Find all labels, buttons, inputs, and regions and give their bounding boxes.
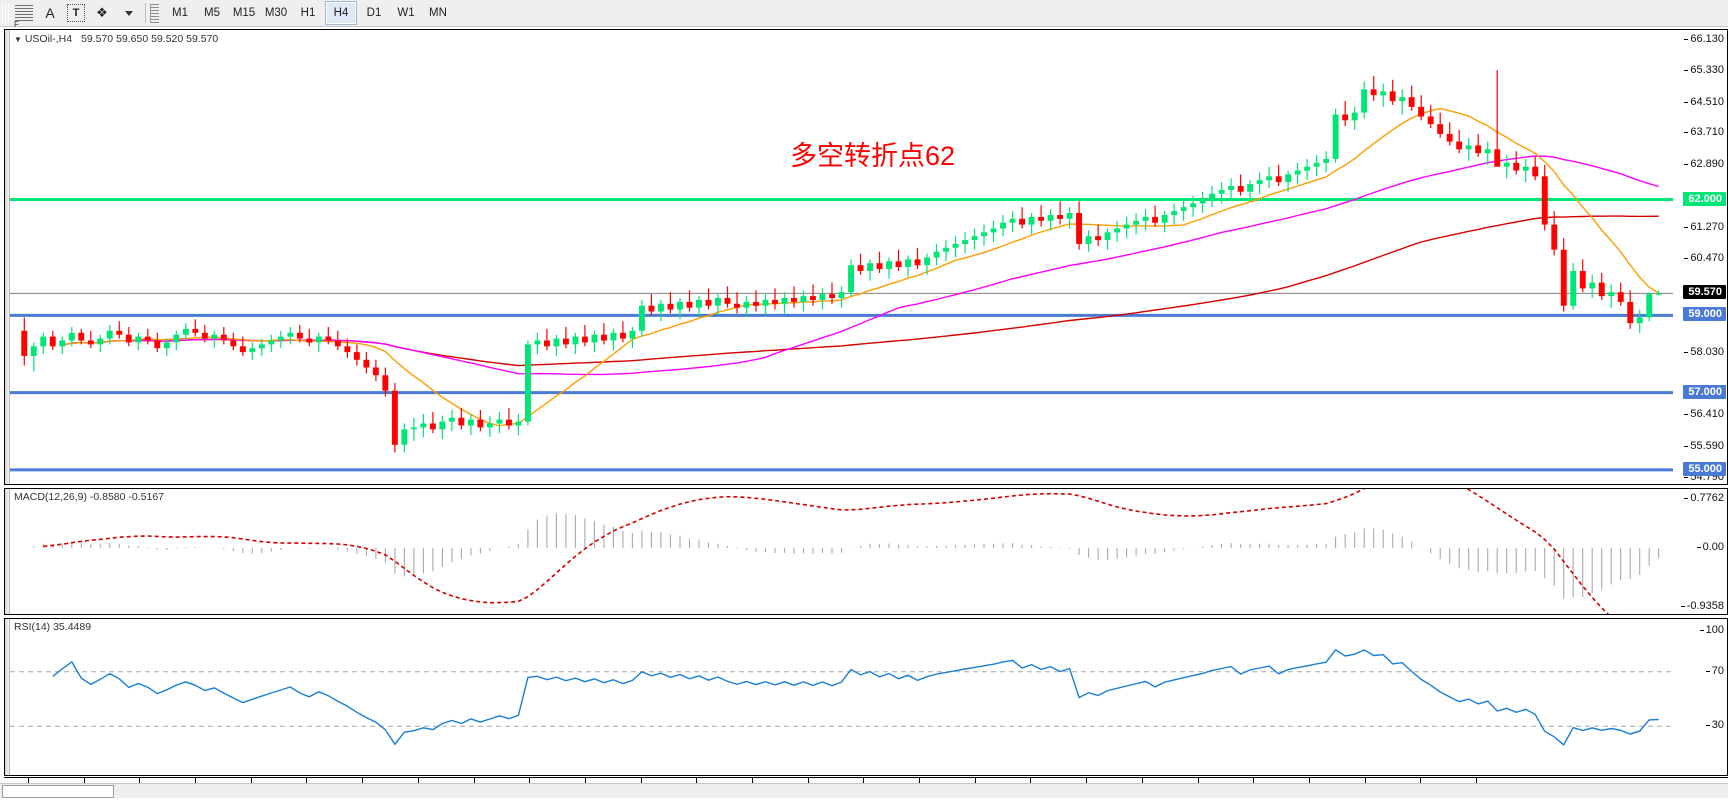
timeframe-w1[interactable]: W1: [391, 2, 421, 24]
text-box-icon[interactable]: T: [63, 2, 89, 24]
timeframe-m15[interactable]: M15: [229, 2, 259, 24]
rsi-scale: 100 70 30: [1668, 618, 1728, 776]
price-tag[interactable]: 59.570: [1683, 285, 1726, 299]
chevron-down-icon[interactable]: [115, 2, 141, 24]
macd-label: MACD(12,26,9) -0.8580 -0.5167: [12, 491, 166, 503]
rsi-label: RSI(14) 35.4489: [12, 621, 93, 633]
price-tick: 65.330: [1690, 64, 1724, 76]
macd-plot: [5, 489, 1673, 614]
price-tick: 63.710: [1690, 126, 1724, 138]
collapse-icon[interactable]: ▼: [14, 35, 22, 44]
price-tick: 56.410: [1690, 408, 1724, 420]
timeframe-h4[interactable]: H4: [325, 1, 357, 25]
timeframe-m30[interactable]: M30: [261, 2, 291, 24]
symbol-header: ▼ USOil-,H4 59.570 59.650 59.520 59.570: [12, 33, 220, 45]
price-tick: 58.030: [1690, 346, 1724, 358]
timeframe-mn[interactable]: MN: [423, 2, 453, 24]
timeframe-h1[interactable]: H1: [293, 2, 323, 24]
macd-tick: -0.9358: [1687, 600, 1724, 612]
status-bar: [0, 783, 1728, 798]
price-tick: 55.590: [1690, 440, 1724, 452]
rsi-plot: [5, 619, 1673, 775]
timeframe-m1[interactable]: M1: [165, 2, 195, 24]
chart-stage[interactable]: ▼ USOil-,H4 59.570 59.650 59.520 59.570 …: [0, 27, 1728, 799]
rsi-tick: 70: [1712, 665, 1724, 677]
symbol-title: USOil-,H4: [25, 33, 72, 45]
macd-tick: 0.7762: [1690, 492, 1724, 504]
price-tag[interactable]: 59.000: [1683, 307, 1726, 321]
price-chart-panel[interactable]: [4, 29, 1728, 485]
price-tick: 60.470: [1690, 252, 1724, 264]
price-tick: 62.890: [1690, 158, 1724, 170]
price-tick: 64.510: [1690, 96, 1724, 108]
rsi-tick: 100: [1706, 624, 1724, 636]
timeframe-m5[interactable]: M5: [197, 2, 227, 24]
price-tag[interactable]: 55.000: [1683, 462, 1726, 476]
price-scale[interactable]: 66.130 65.330 64.510 63.710 62.890 61.270 60.4…: [1668, 29, 1728, 485]
ohlc-values: 59.570 59.650 59.520 59.570: [81, 33, 218, 45]
chart-annotation-text: 多空转折点62: [790, 134, 955, 173]
fibo-text-icon[interactable]: [11, 2, 37, 24]
text-label-icon[interactable]: A: [37, 2, 63, 24]
macd-tick: 0.00: [1703, 541, 1724, 553]
objects-icon[interactable]: ❖: [89, 2, 115, 24]
rsi-tick: 30: [1712, 719, 1724, 731]
grip-handle-icon[interactable]: [2, 3, 9, 23]
price-tag[interactable]: 57.000: [1683, 385, 1726, 399]
macd-panel[interactable]: [4, 488, 1728, 615]
price-tick: 66.130: [1690, 33, 1724, 45]
timeframe-d1[interactable]: D1: [359, 2, 389, 24]
grip-handle-icon-2[interactable]: [150, 4, 159, 23]
rsi-panel[interactable]: [4, 618, 1728, 776]
status-input[interactable]: [2, 785, 114, 798]
price-plot: [5, 30, 1673, 484]
price-tag[interactable]: 62.000: [1683, 192, 1726, 206]
macd-scale: 0.7762 0.00 -0.9358: [1668, 488, 1728, 615]
price-tick: 61.270: [1690, 221, 1724, 233]
